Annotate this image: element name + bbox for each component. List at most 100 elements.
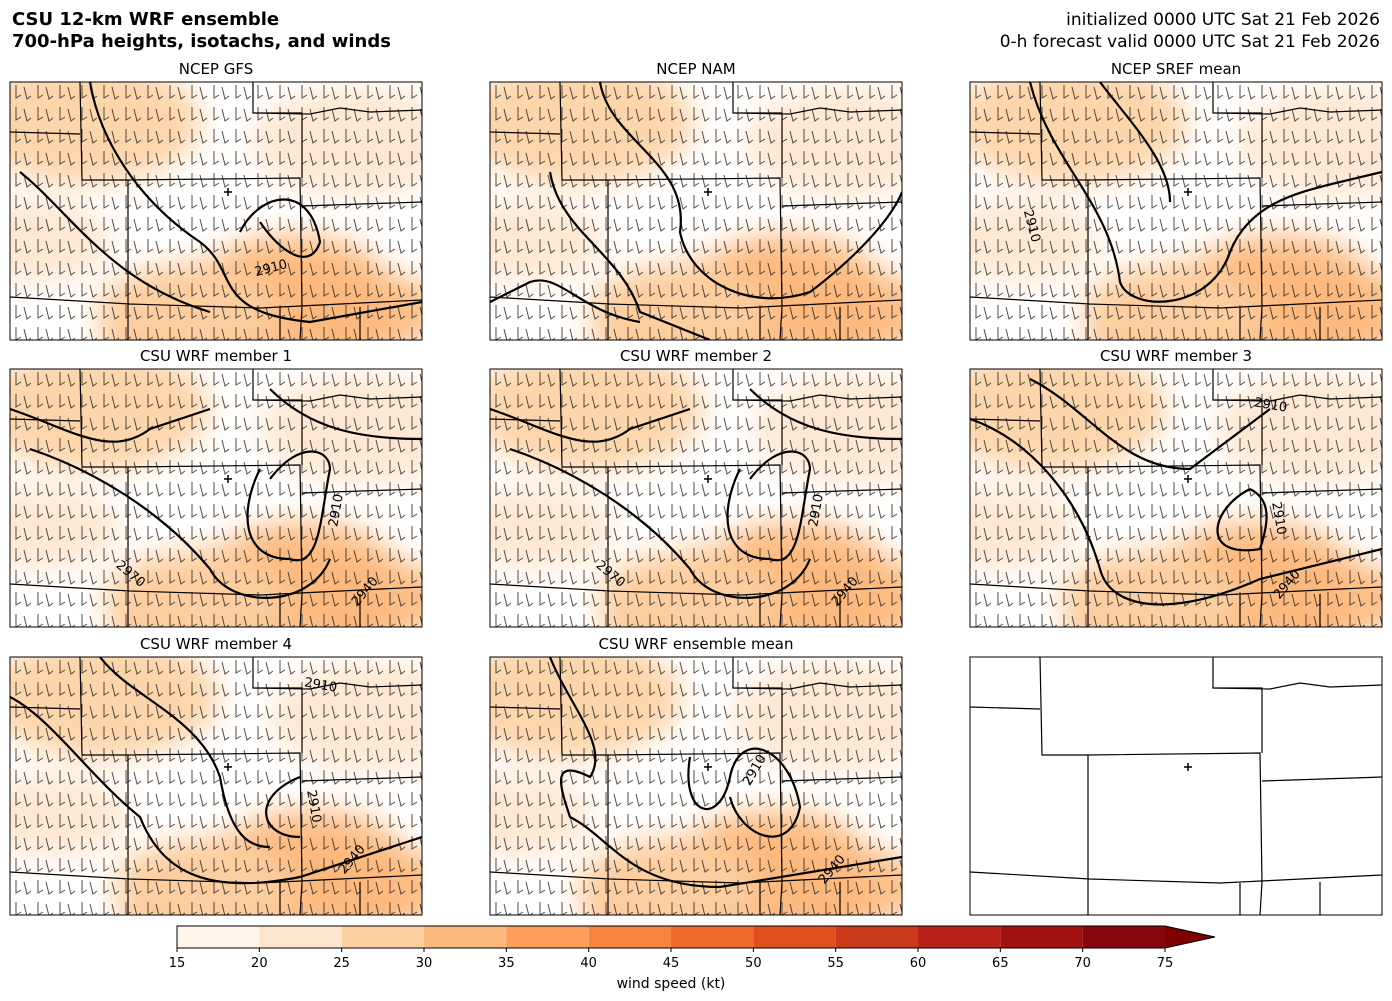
- colorbar-segment: [1000, 926, 1083, 948]
- contour-label: 2910: [806, 493, 827, 528]
- panel-title: CSU WRF ensemble mean: [598, 635, 793, 653]
- height-contour: [10, 388, 422, 443]
- map-layer: [10, 82, 422, 340]
- height-contour: [509, 447, 812, 599]
- colorbar-segment: [259, 926, 342, 948]
- state-borders: [970, 82, 1382, 340]
- title-line: CSU 12-km WRF ensemble: [12, 9, 279, 30]
- panel-frame: [9, 656, 423, 916]
- colorbar-tick-label: 70: [1074, 956, 1091, 971]
- height-contour: [490, 279, 641, 324]
- state-borders: [490, 82, 902, 340]
- height-contour: [88, 82, 422, 324]
- height-contour: [726, 450, 812, 562]
- panel-title: NCEP NAM: [656, 60, 735, 78]
- wind-barbs: [970, 369, 1382, 627]
- contour-label: 2910: [303, 789, 324, 824]
- colorbar-segment: [424, 926, 507, 948]
- map-layer: [970, 82, 1382, 340]
- wind-barbs: [10, 657, 422, 915]
- contour-label: 2910: [326, 493, 347, 528]
- valid-line: 0-h forecast valid 0000 UTC Sat 21 Feb 2…: [1000, 32, 1380, 52]
- state-borders: [490, 657, 902, 915]
- height-contour: [490, 388, 902, 443]
- height-contour: [1216, 488, 1268, 552]
- panel-title: CSU WRF member 1: [140, 347, 292, 365]
- map-layer: [490, 82, 902, 340]
- city-marker: [1184, 188, 1192, 196]
- colorbar-tick-label: 50: [745, 956, 762, 971]
- map-panel: [489, 81, 903, 341]
- colorbar-segment: [753, 926, 836, 948]
- colorbar-extension: [1165, 926, 1215, 948]
- panel-frame: [9, 81, 423, 341]
- height-contour: [1028, 82, 1382, 303]
- wind-barbs: [490, 369, 902, 627]
- panel-frame: [969, 81, 1383, 341]
- colorbar-tick-label: 35: [498, 956, 515, 971]
- state-borders: [10, 369, 422, 627]
- state-borders: [970, 657, 1382, 915]
- height-contour: [10, 696, 422, 885]
- height-contour: [99, 657, 271, 849]
- colorbar-segment: [506, 926, 589, 948]
- colorbar-tick-label: 65: [992, 956, 1009, 971]
- panel-frame: [489, 656, 903, 916]
- height-contour: [687, 747, 802, 838]
- colorbar-tick-label: 60: [910, 956, 927, 971]
- contour-label: 2910: [1268, 501, 1289, 536]
- colorbar-tick-label: 45: [663, 956, 680, 971]
- height-contour: [1029, 378, 1271, 471]
- city-marker: [224, 763, 232, 771]
- colorbar-outline: [176, 925, 1216, 949]
- city-marker: [704, 475, 712, 483]
- height-contour: [1099, 82, 1172, 203]
- city-marker: [704, 188, 712, 196]
- wind-barbs: [10, 82, 422, 340]
- state-borders: [490, 369, 902, 627]
- colorbar-tick-label: 25: [333, 956, 350, 971]
- height-contour: [548, 657, 902, 889]
- colorbar-tick-label: 30: [416, 956, 433, 971]
- height-contour: [246, 450, 332, 562]
- panel-frame: [969, 656, 1383, 916]
- colorbar-segment: [341, 926, 424, 948]
- colorbar-tick-label: 15: [169, 956, 186, 971]
- panel-title: CSU WRF member 4: [140, 635, 292, 653]
- panel-title: CSU WRF member 3: [1100, 347, 1252, 365]
- city-marker: [1184, 475, 1192, 483]
- colorbar-segment: [1082, 926, 1165, 948]
- colorbar-tick-label: 55: [827, 956, 844, 971]
- height-contour: [548, 171, 711, 340]
- panel-frame: [9, 368, 423, 628]
- wind-barbs: [490, 82, 902, 340]
- panel-title: NCEP SREF mean: [1111, 60, 1241, 78]
- panel-title: NCEP GFS: [179, 60, 254, 78]
- height-contour: [265, 775, 301, 839]
- map-layer: [490, 657, 902, 915]
- panel-frame: [969, 368, 1383, 628]
- state-borders: [10, 82, 422, 340]
- contour-label: 2910: [1253, 395, 1288, 416]
- state-borders: [970, 369, 1382, 627]
- colorbar-segment: [588, 926, 671, 948]
- panel-title: CSU WRF member 2: [620, 347, 772, 365]
- city-marker: [1184, 763, 1192, 771]
- colorbar-segment: [835, 926, 918, 948]
- valid-line: initialized 0000 UTC Sat 21 Feb 2026: [1066, 10, 1380, 30]
- map-panel: [969, 656, 1383, 916]
- map-layer: [970, 657, 1382, 915]
- height-contour: [19, 171, 211, 314]
- panel-frame: [489, 368, 903, 628]
- wind-barbs: [970, 82, 1382, 340]
- map-layer: [10, 369, 422, 627]
- city-marker: [704, 763, 712, 771]
- map-layer: [10, 657, 422, 915]
- height-contour: [239, 198, 322, 258]
